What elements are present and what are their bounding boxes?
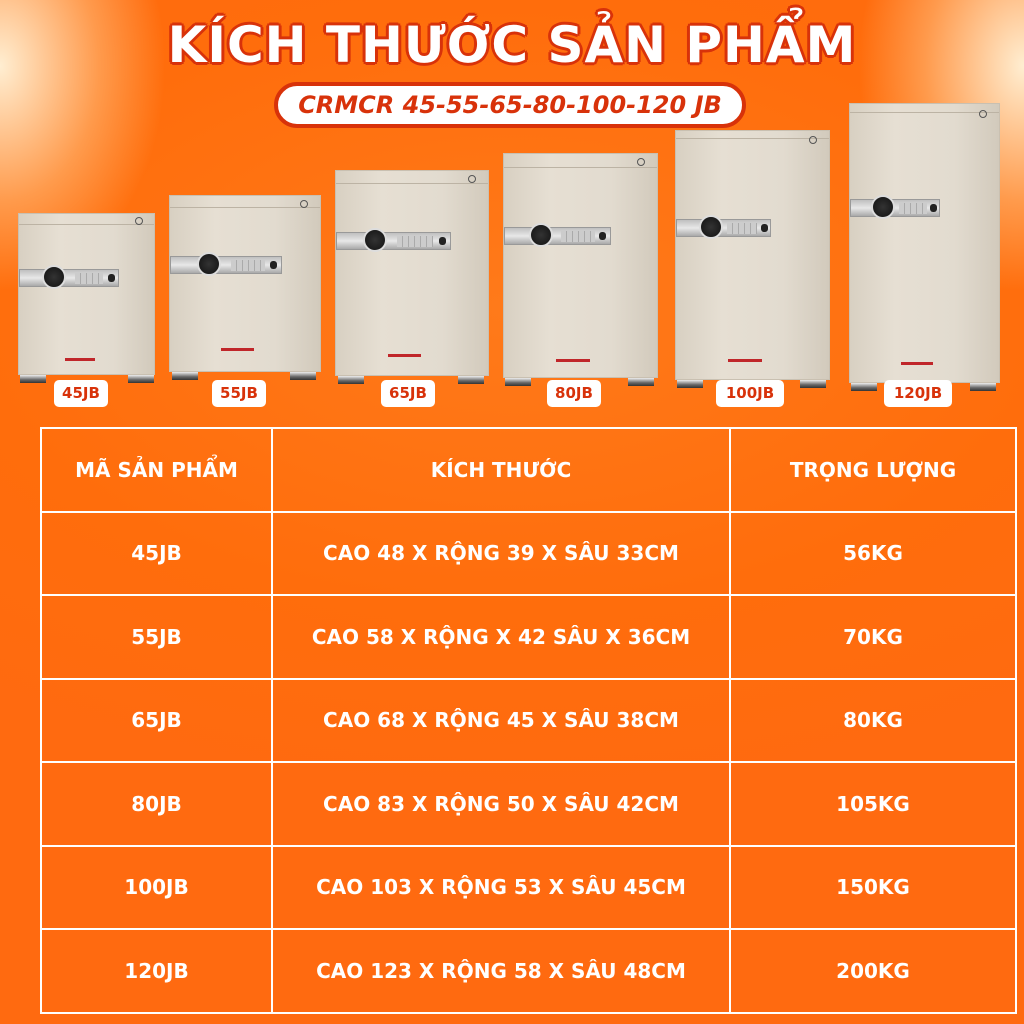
cell-dimensions: CAO 58 X RỘNG X 42 SÂU X 36CM: [271, 594, 731, 680]
brand-logo-icon: [135, 217, 144, 226]
cell-code: 120JB: [40, 928, 273, 1014]
brand-logo-icon: [979, 109, 988, 118]
cell-dimensions: CAO 83 X RỘNG 50 X SÂU 42CM: [271, 761, 731, 847]
fingerprint-icon: [761, 224, 768, 232]
product-label: 65JB: [381, 380, 435, 407]
cell-dimensions: CAO 103 X RỘNG 53 X SÂU 45CM: [271, 844, 731, 930]
safe-image: [503, 153, 658, 378]
header-product-code: MÃ SẢN PHẨM: [40, 427, 273, 513]
cell-weight: 200KG: [729, 928, 1017, 1014]
cell-code: 45JB: [40, 510, 273, 596]
keypad-icon: [75, 273, 103, 284]
cell-dimensions: CAO 48 X RỘNG 39 X SÂU 33CM: [271, 510, 731, 596]
cell-weight: 105KG: [729, 761, 1017, 847]
safe-image: [169, 195, 321, 372]
dial-icon: [871, 195, 895, 219]
brand-logo-icon: [467, 175, 476, 184]
product-label: 100JB: [716, 380, 784, 407]
table-row: 55JB CAO 58 X RỘNG X 42 SÂU X 36CM 70KG: [40, 594, 1017, 680]
table-row: 80JB CAO 83 X RỘNG 50 X SÂU 42CM 105KG: [40, 761, 1017, 847]
safe-image: [335, 170, 489, 376]
dial-icon: [699, 215, 723, 239]
cell-weight: 150KG: [729, 844, 1017, 930]
safe-image: [675, 130, 830, 380]
keypad-icon: [727, 223, 757, 234]
model-subtitle: CRMCR 45-55-65-80-100-120 JB: [274, 82, 746, 128]
product-label: 45JB: [54, 380, 108, 407]
fingerprint-icon: [599, 232, 606, 240]
table-header-row: MÃ SẢN PHẨM KÍCH THƯỚC TRỌNG LƯỢNG: [40, 427, 1017, 513]
dial-icon: [197, 252, 221, 276]
cell-code: 65JB: [40, 677, 273, 763]
cell-weight: 56KG: [729, 510, 1017, 596]
safe-image: [18, 213, 155, 375]
fingerprint-icon: [930, 204, 937, 212]
cell-weight: 70KG: [729, 594, 1017, 680]
product-label: 120JB: [884, 380, 952, 407]
keypad-icon: [397, 236, 433, 247]
header-dimensions: KÍCH THƯỚC: [271, 427, 731, 513]
product-label: 55JB: [212, 380, 266, 407]
dial-icon: [363, 228, 387, 252]
table-row: 45JB CAO 48 X RỘNG 39 X SÂU 33CM 56KG: [40, 510, 1017, 596]
cell-dimensions: CAO 123 X RỘNG 58 X SÂU 48CM: [271, 928, 731, 1014]
fingerprint-icon: [270, 261, 277, 269]
dial-icon: [529, 223, 553, 247]
dial-icon: [42, 265, 66, 289]
cell-code: 100JB: [40, 844, 273, 930]
cell-weight: 80KG: [729, 677, 1017, 763]
cell-code: 80JB: [40, 761, 273, 847]
table-row: 100JB CAO 103 X RỘNG 53 X SÂU 45CM 150KG: [40, 844, 1017, 930]
cell-code: 55JB: [40, 594, 273, 680]
keypad-icon: [231, 260, 265, 271]
cell-dimensions: CAO 68 X RỘNG 45 X SÂU 38CM: [271, 677, 731, 763]
keypad-icon: [561, 231, 595, 242]
spec-table: MÃ SẢN PHẨM KÍCH THƯỚC TRỌNG LƯỢNG 45JB C…: [40, 427, 1017, 1014]
header-weight: TRỌNG LƯỢNG: [729, 427, 1017, 513]
table-row: 65JB CAO 68 X RỘNG 45 X SÂU 38CM 80KG: [40, 677, 1017, 763]
keypad-icon: [899, 203, 927, 214]
brand-logo-icon: [636, 158, 645, 167]
brand-logo-icon: [300, 199, 308, 208]
brand-logo-icon: [808, 135, 817, 144]
table-row: 120JB CAO 123 X RỘNG 58 X SÂU 48CM 200KG: [40, 928, 1017, 1014]
fingerprint-icon: [439, 237, 446, 245]
fingerprint-icon: [108, 274, 115, 282]
product-label: 80JB: [547, 380, 601, 407]
safe-image: [849, 103, 1000, 383]
page-title: KÍCH THƯỚC SẢN PHẨM: [167, 16, 857, 74]
